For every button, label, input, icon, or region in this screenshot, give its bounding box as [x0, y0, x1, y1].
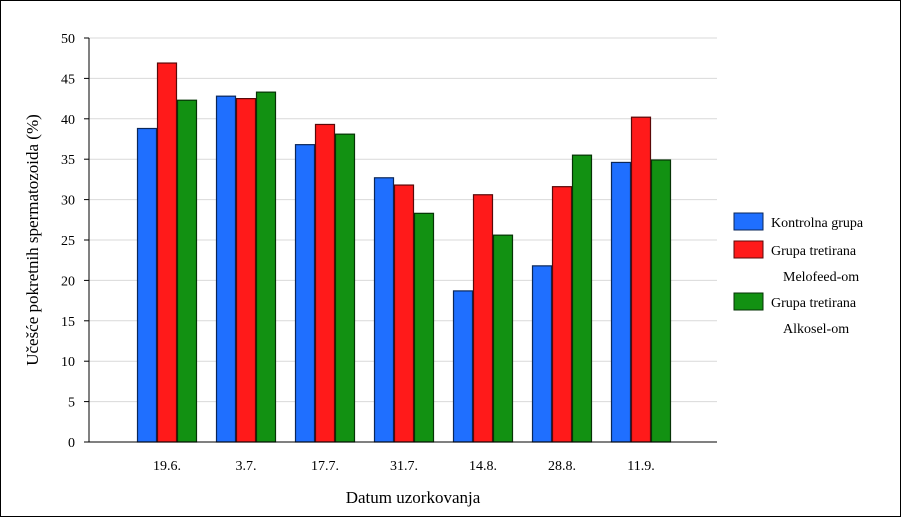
- bar: [334, 133, 356, 443]
- legend-label-alkosel-line2: Alkosel-om: [783, 322, 849, 337]
- bar: [492, 234, 514, 443]
- x-tick-label: 14.8.: [469, 459, 497, 474]
- bar: [176, 99, 198, 443]
- y-tick-label: 45: [61, 72, 75, 87]
- y-tick-label: 15: [61, 315, 75, 330]
- bar: [472, 194, 494, 443]
- bar: [610, 161, 632, 443]
- y-tick-label: 10: [61, 355, 75, 370]
- x-tick-label: 19.6.: [153, 459, 181, 474]
- y-tick-label: 5: [68, 396, 75, 411]
- bar: [314, 123, 336, 443]
- legend-swatch-melofeed: [733, 240, 764, 259]
- legend-swatch-kontrolna-grupa: [733, 212, 764, 231]
- x-tick-label: 17.7.: [311, 459, 339, 474]
- bar: [413, 212, 435, 443]
- y-axis-title: Učešće pokretnih spermatozoida (%): [23, 114, 42, 366]
- legend-label-melofeed-line1: Grupa tretirana: [771, 244, 857, 259]
- x-axis-title: Datum uzorkovanja: [346, 488, 481, 507]
- legend-swatch-alkosel: [733, 292, 764, 311]
- x-tick-label: 11.9.: [627, 459, 654, 474]
- legend-label-kontrolna-grupa: Kontrolna grupa: [771, 216, 864, 231]
- bar: [255, 91, 277, 443]
- legend: Kontrolna grupa Grupa tretirana Melofeed…: [733, 212, 864, 337]
- bar: [551, 186, 573, 443]
- y-tick-label: 35: [61, 153, 75, 168]
- y-tick-label: 20: [61, 274, 75, 289]
- y-tick-label: 25: [61, 234, 75, 249]
- bar: [452, 290, 474, 443]
- x-tick-label: 28.8.: [548, 459, 576, 474]
- bar: [215, 95, 237, 443]
- bars: [136, 62, 672, 443]
- bar: [531, 265, 553, 443]
- bar: [650, 159, 672, 443]
- bar: [156, 62, 178, 443]
- y-tick-label: 40: [61, 113, 75, 128]
- legend-label-alkosel-line1: Grupa tretirana: [771, 296, 857, 311]
- bar: [235, 97, 257, 443]
- legend-label-melofeed-line2: Melofeed-om: [783, 270, 859, 285]
- x-tick-label: 31.7.: [390, 459, 418, 474]
- axes: 0 5 10 15 20 25 30 35 40 45 50 19.6. 3.7. 17.7. 31.7. 1…: [61, 32, 717, 474]
- y-tick-label: 0: [68, 436, 75, 451]
- bar: [630, 116, 652, 443]
- bar: [373, 177, 395, 443]
- y-tick-label: 50: [61, 32, 75, 47]
- x-tick-label: 3.7.: [236, 459, 257, 474]
- y-tick-label: 30: [61, 194, 75, 209]
- bar: [571, 154, 593, 443]
- bar: [294, 144, 316, 443]
- bar: [136, 127, 158, 443]
- bar: [393, 184, 415, 443]
